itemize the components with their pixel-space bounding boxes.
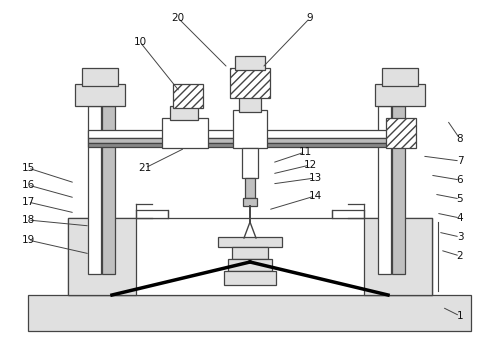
Text: 8: 8 [457, 134, 463, 144]
Bar [68, 218, 136, 295]
Bar [88, 130, 412, 138]
Bar [392, 106, 405, 274]
Text: 6: 6 [457, 175, 463, 185]
Text: 11: 11 [298, 147, 311, 157]
Bar [382, 68, 418, 86]
Text: 12: 12 [303, 160, 317, 170]
Bar [375, 84, 425, 106]
Bar [82, 68, 118, 86]
Bar [224, 271, 276, 285]
Text: 14: 14 [308, 191, 322, 201]
Bar [28, 295, 471, 331]
Bar [162, 118, 208, 148]
Bar [230, 68, 270, 98]
Bar [68, 218, 432, 295]
Text: 7: 7 [457, 156, 463, 166]
Text: 16: 16 [21, 180, 34, 190]
Bar [233, 110, 267, 148]
Text: 2: 2 [457, 251, 463, 261]
Bar [239, 96, 261, 112]
Bar [218, 237, 282, 247]
Bar [235, 56, 265, 70]
Text: 9: 9 [307, 13, 313, 23]
Text: 1: 1 [457, 311, 463, 321]
Bar [232, 247, 268, 259]
Bar [364, 218, 432, 295]
Bar [136, 210, 168, 218]
Bar [75, 84, 125, 106]
Bar [88, 106, 101, 274]
Bar [88, 143, 412, 147]
Bar [243, 198, 257, 206]
Bar [332, 210, 364, 218]
Bar [386, 118, 416, 148]
Text: 20: 20 [172, 13, 185, 23]
Text: 18: 18 [21, 215, 34, 225]
Text: 5: 5 [457, 194, 463, 204]
Text: 3: 3 [457, 232, 463, 242]
Text: 17: 17 [21, 197, 34, 207]
Text: 19: 19 [21, 235, 34, 245]
Bar [102, 106, 115, 274]
Text: 10: 10 [133, 37, 147, 47]
Text: 15: 15 [21, 163, 34, 173]
Bar [173, 84, 203, 108]
Bar [170, 106, 198, 120]
Bar [245, 178, 255, 198]
Bar [242, 148, 258, 178]
Text: 13: 13 [308, 173, 322, 183]
Text: 21: 21 [138, 163, 152, 173]
Bar [378, 106, 391, 274]
Bar [228, 259, 272, 271]
Bar [88, 138, 412, 143]
Text: 4: 4 [457, 213, 463, 223]
